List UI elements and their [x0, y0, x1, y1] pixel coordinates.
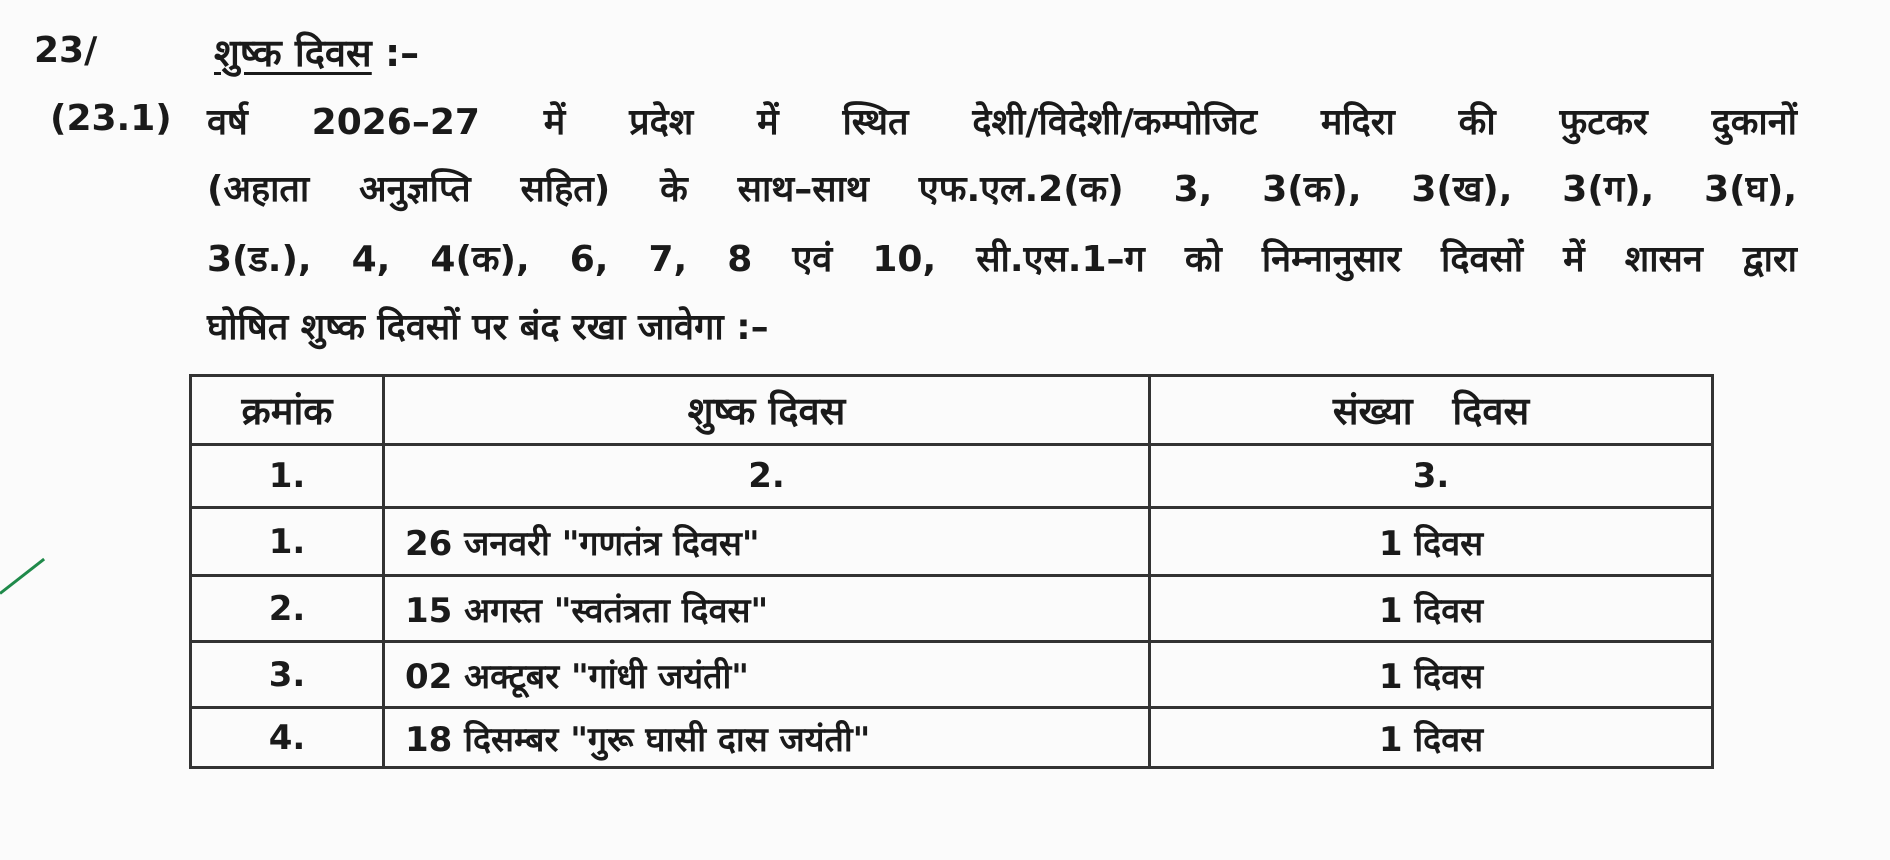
table-row: 2. 15 अगस्त "स्वतंत्रता दिवस" 1 दिवस [189, 574, 1714, 643]
clause-line: वर्ष 2026–27 में प्रदेश में स्थित देशी/व… [207, 102, 1797, 143]
green-tick-mark [0, 557, 46, 595]
dry-day-cell: 15 अगस्त "स्वतंत्रता दिवस" [382, 574, 1151, 643]
column-number: 3. [1148, 443, 1714, 509]
section-title-suffix: :– [384, 31, 420, 75]
table-row: 3. 02 अक्टूबर "गांधी जयंती" 1 दिवस [189, 640, 1714, 709]
clause-line: घोषित शुष्क दिवसों पर बंद रखा जावेगा :– [207, 307, 769, 348]
serial-cell: 3. [189, 640, 385, 709]
count-cell: 1 दिवस [1148, 640, 1714, 709]
header-serial: क्रमांक [189, 374, 385, 446]
column-number-row: 1. 2. 3. [189, 443, 1714, 509]
table-row: 1. 26 जनवरी "गणतंत्र दिवस" 1 दिवस [189, 506, 1714, 577]
table-row: 4. 18 दिसम्बर "गुरू घासी दास जयंती" 1 दि… [189, 706, 1714, 769]
dry-day-cell: 18 दिसम्बर "गुरू घासी दास जयंती" [382, 706, 1151, 769]
count-cell: 1 दिवस [1148, 706, 1714, 769]
dry-days-table: क्रमांक शुष्क दिवस संख्या दिवस 1. 2. 3. … [189, 374, 1714, 769]
clause-number: (23.1) [50, 98, 172, 139]
clause-line: 3(ड.), 4, 4(क), 6, 7, 8 एवं 10, सी.एस.1–… [207, 239, 1797, 280]
section-number: 23/ [34, 30, 98, 71]
count-cell: 1 दिवस [1148, 574, 1714, 643]
count-cell: 1 दिवस [1148, 506, 1714, 577]
dry-day-cell: 26 जनवरी "गणतंत्र दिवस" [382, 506, 1151, 577]
serial-cell: 2. [189, 574, 385, 643]
header-dry-day: शुष्क दिवस [382, 374, 1151, 446]
header-count: संख्या दिवस [1148, 374, 1714, 446]
dry-day-cell: 02 अक्टूबर "गांधी जयंती" [382, 640, 1151, 709]
column-number: 1. [189, 443, 385, 509]
serial-cell: 4. [189, 706, 385, 769]
column-number: 2. [382, 443, 1151, 509]
section-title: शुष्क दिवस [214, 31, 372, 75]
table-header-row: क्रमांक शुष्क दिवस संख्या दिवस [189, 374, 1714, 446]
clause-line: (अहाता अनुज्ञप्ति सहित) के साथ–साथ एफ.एल… [207, 169, 1797, 210]
serial-cell: 1. [189, 506, 385, 577]
section-title-wrap: शुष्क दिवस :– [214, 26, 419, 78]
